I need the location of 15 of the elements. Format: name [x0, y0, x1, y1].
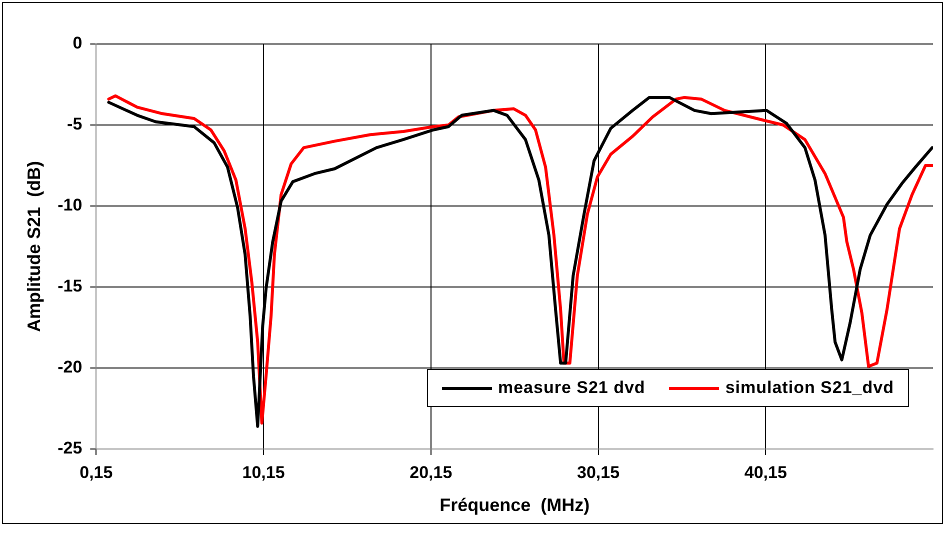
x-tick-label: 10,15: [242, 462, 285, 482]
y-tick-label: 0: [72, 34, 82, 53]
y-tick-label: -5: [67, 114, 82, 134]
x-tick-label: 0,15: [80, 462, 113, 482]
y-tick-label: -15: [58, 276, 82, 296]
x-tick-label: 40,15: [744, 462, 787, 482]
y-axis-title: Amplitude S21 (dB): [24, 160, 44, 332]
y-tick-label: -20: [58, 358, 82, 377]
x-tick-label: 30,15: [576, 462, 620, 482]
x-axis-title: Fréquence (MHz): [440, 495, 590, 516]
x-tick-label: 20,15: [410, 462, 452, 482]
y-tick-label: -25: [58, 438, 82, 458]
y-tick-label: -10: [58, 196, 82, 215]
legend-label: measure S21 dvd: [498, 378, 646, 398]
legend-label: simulation S21_dvd: [725, 378, 894, 398]
